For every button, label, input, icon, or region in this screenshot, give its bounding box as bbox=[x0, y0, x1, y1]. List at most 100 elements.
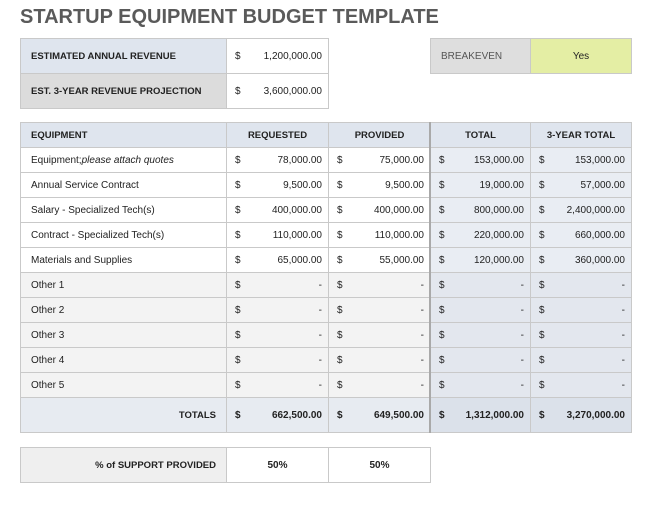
total-cell: $649,500.00 bbox=[328, 397, 431, 433]
currency-symbol: $ bbox=[539, 279, 545, 291]
amount: - bbox=[520, 329, 524, 341]
amount: - bbox=[520, 279, 524, 291]
amount: 400,000.00 bbox=[271, 204, 322, 216]
amount: 3,270,000.00 bbox=[566, 409, 625, 421]
currency-symbol: $ bbox=[337, 204, 343, 216]
currency-symbol: $ bbox=[539, 204, 545, 216]
amount: - bbox=[318, 354, 322, 366]
amount: - bbox=[621, 329, 625, 341]
currency-symbol: $ bbox=[235, 279, 241, 291]
amount: 9,500.00 bbox=[283, 179, 322, 191]
cell: $ - bbox=[226, 272, 329, 298]
cell: $ - bbox=[430, 322, 531, 348]
cell: $ - bbox=[328, 322, 431, 348]
revenue-value: $3,600,000.00 bbox=[226, 73, 329, 109]
currency-symbol: $ bbox=[235, 204, 241, 216]
currency-symbol: $ bbox=[439, 154, 445, 166]
column-header: PROVIDED bbox=[328, 122, 431, 148]
amount: 19,000.00 bbox=[479, 179, 525, 191]
support-cell: 50% bbox=[226, 447, 329, 483]
currency-symbol: $ bbox=[539, 304, 545, 316]
row-label: Contract - Specialized Tech(s) bbox=[20, 222, 227, 248]
cell: $ - bbox=[430, 272, 531, 298]
row-label: Other 1 bbox=[20, 272, 227, 298]
row-label-text: Other 3 bbox=[31, 329, 65, 341]
cell: $ - bbox=[226, 322, 329, 348]
currency-symbol: $ bbox=[235, 154, 241, 166]
row-label-text: Other 4 bbox=[31, 354, 65, 366]
row-label: Other 2 bbox=[20, 297, 227, 323]
currency-symbol: $ bbox=[337, 254, 343, 266]
currency-symbol: $ bbox=[235, 50, 241, 62]
row-label: Other 4 bbox=[20, 347, 227, 373]
currency-symbol: $ bbox=[539, 229, 545, 241]
currency-symbol: $ bbox=[337, 379, 343, 391]
currency-symbol: $ bbox=[439, 279, 445, 291]
cell: $55,000.00 bbox=[328, 247, 431, 273]
currency-symbol: $ bbox=[337, 154, 343, 166]
column-separator bbox=[429, 122, 431, 433]
row-label-text: Annual Service Contract bbox=[31, 179, 139, 191]
amount: 110,000.00 bbox=[374, 229, 424, 241]
amount: 649,500.00 bbox=[373, 409, 424, 421]
currency-symbol: $ bbox=[539, 179, 545, 191]
amount: 120,000.00 bbox=[473, 254, 524, 266]
row-label-text: Equipment; bbox=[31, 154, 82, 166]
cell: $360,000.00 bbox=[530, 247, 632, 273]
currency-symbol: $ bbox=[337, 179, 343, 191]
currency-symbol: $ bbox=[439, 329, 445, 341]
cell: $ - bbox=[530, 297, 632, 323]
amount: 55,000.00 bbox=[379, 254, 425, 266]
currency-symbol: $ bbox=[539, 329, 545, 341]
amount: - bbox=[420, 329, 424, 341]
currency-symbol: $ bbox=[235, 229, 241, 241]
cell: $ - bbox=[430, 372, 531, 398]
cell: $153,000.00 bbox=[430, 147, 531, 173]
cell: $2,400,000.00 bbox=[530, 197, 632, 223]
cell: $19,000.00 bbox=[430, 172, 531, 198]
amount: - bbox=[318, 279, 322, 291]
currency-symbol: $ bbox=[439, 179, 445, 191]
cell: $57,000.00 bbox=[530, 172, 632, 198]
cell: $9,500.00 bbox=[328, 172, 431, 198]
revenue-label: EST. 3-YEAR REVENUE PROJECTION bbox=[20, 73, 227, 109]
amount: 9,500.00 bbox=[385, 179, 424, 191]
currency-symbol: $ bbox=[235, 304, 241, 316]
row-label-text: Other 5 bbox=[31, 379, 65, 391]
column-header: REQUESTED bbox=[226, 122, 329, 148]
row-label: Salary - Specialized Tech(s) bbox=[20, 197, 227, 223]
cell: $75,000.00 bbox=[328, 147, 431, 173]
amount: - bbox=[318, 304, 322, 316]
breakeven-value: Yes bbox=[530, 38, 632, 74]
cell: $120,000.00 bbox=[430, 247, 531, 273]
row-label: Annual Service Contract bbox=[20, 172, 227, 198]
currency-symbol: $ bbox=[337, 229, 343, 241]
row-note: please attach quotes bbox=[81, 154, 174, 166]
cell: $ - bbox=[430, 347, 531, 373]
column-header: 3-YEAR TOTAL bbox=[530, 122, 632, 148]
row-label-text: Salary - Specialized Tech(s) bbox=[31, 204, 155, 216]
currency-symbol: $ bbox=[235, 354, 241, 366]
amount: 662,500.00 bbox=[271, 409, 322, 421]
cell: $78,000.00 bbox=[226, 147, 329, 173]
amount: 153,000.00 bbox=[574, 154, 625, 166]
currency-symbol: $ bbox=[235, 329, 241, 341]
column-header: EQUIPMENT bbox=[20, 122, 227, 148]
cell: $110,000.00 bbox=[226, 222, 329, 248]
amount: 1,312,000.00 bbox=[465, 409, 524, 421]
cell: $ - bbox=[328, 272, 431, 298]
cell: $ - bbox=[328, 297, 431, 323]
cell: $153,000.00 bbox=[530, 147, 632, 173]
amount: - bbox=[621, 379, 625, 391]
currency-symbol: $ bbox=[539, 409, 545, 421]
cell: $ - bbox=[530, 372, 632, 398]
cell: $ - bbox=[226, 297, 329, 323]
currency-symbol: $ bbox=[539, 254, 545, 266]
currency-symbol: $ bbox=[235, 179, 241, 191]
currency-symbol: $ bbox=[439, 409, 445, 421]
currency-symbol: $ bbox=[235, 85, 241, 97]
currency-symbol: $ bbox=[337, 304, 343, 316]
currency-symbol: $ bbox=[539, 154, 545, 166]
amount: 1,200,000.00 bbox=[263, 50, 322, 62]
